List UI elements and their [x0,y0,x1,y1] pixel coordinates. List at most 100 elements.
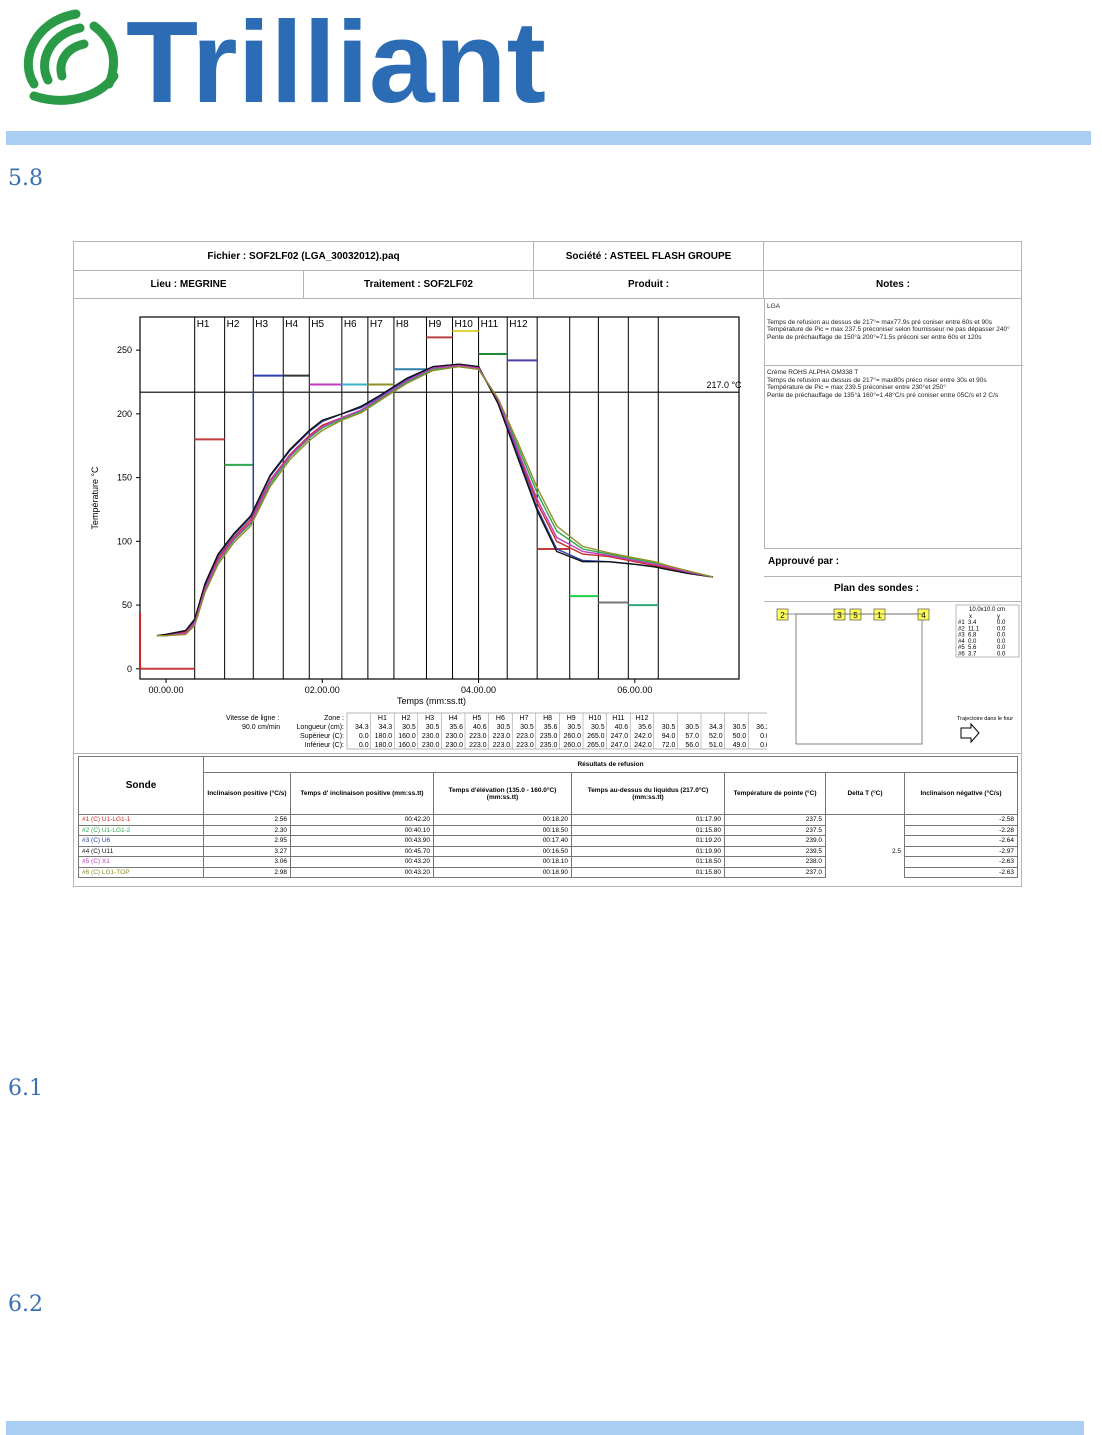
cell-tpos: 00:43.20 [290,866,434,878]
product-cell: Produit : [534,271,764,299]
zone-value: 230.0 [422,733,440,740]
cell-probe: #6 (C) LG1-TOP [78,866,204,878]
cell-neg: -2.58 [904,814,1018,826]
zone-value: 30.5 [402,724,416,731]
probe-y: 0.0 [997,626,1006,632]
zone-value: 223.0 [493,742,511,749]
cell-rise: 00:18.10 [433,856,572,868]
zone-name: H1 [378,715,387,722]
zone-value: 72.0 [662,742,676,749]
zone-settings-table: Vitesse de ligne : 90.0 cm/min Zone : Longu… [226,712,767,750]
probe-id: #4 [958,639,965,645]
cell-tpos: 00:42.20 [290,814,434,826]
probe-plan-divider [764,601,1022,602]
zone-value: 235.0 [540,733,558,740]
result-row: #5 (C) X1 3.06 00:43.20 00:18.10 01:18.50 238… [78,856,1018,868]
zone-name: H9 [567,715,576,722]
series-line-4 [156,363,714,637]
zone-value: 30.5 [426,724,440,731]
zone-label: H7 [370,319,383,330]
section-number-5-8: 5.8 [8,166,43,191]
col-above-liquidus: Temps au-dessus du liquidus (217.0°C) (m… [571,772,725,815]
temperature-profile-chart: H1 H2 H3 H4 H5 H6 H7 H8 H9 H10 H11 H12 0 50 100 150 200 2… [90,316,742,706]
zone-value: 49.0 [733,742,747,749]
cell-peak: 238.0 [724,856,826,868]
x-tick-label: 00.00.00 [149,685,184,695]
cell-rise: 00:18.90 [433,866,572,878]
probe-id: #3 [958,633,965,639]
zone-value: 51.0 [709,742,723,749]
col-rise-time: Temps d'élévation (135.0 - 160.0°C) (mm:… [433,772,572,815]
cell-delta [825,856,905,867]
probe-y: 0.0 [997,620,1006,626]
result-row: #1 (C) U1-LG1-1 2.56 00:42.20 00:18.20 01:17… [78,814,1018,826]
zone-value: 40.6 [615,724,629,731]
y-tick-label: 0 [127,664,132,674]
treatment-cell: Traitement : SOF2LF02 [304,271,534,299]
logo-mark-icon [23,9,119,105]
zone-name: H8 [543,715,552,722]
zone-name: H5 [472,715,481,722]
note-line: LGA [767,303,781,310]
place-cell: Lieu : MEGRINE [74,271,304,299]
y-tick-label: 150 [117,473,132,483]
cell-peak: 239.0 [724,835,826,847]
probe-id: #5 [958,645,965,651]
zone-value: 230.0 [422,742,440,749]
probe-x: 5.6 [968,645,977,651]
cell-delta [825,825,905,836]
cell-probe: #2 (C) U1-LG1-2 [78,824,204,836]
zone-label: H2 [227,319,240,330]
zone-value: 30.5 [591,724,605,731]
y-tick-label: 100 [117,536,132,546]
reflow-report: Fichier : SOF2LF02 (LGA_30032012).paq So… [73,241,1023,887]
cell-rise: 00:18.50 [433,824,572,836]
col-probe: Sonde [78,756,204,815]
zone-label: H11 [481,319,499,330]
zone-value: 223.0 [493,733,511,740]
zone-value: 50.0 [733,733,747,740]
zone-value: 0.0 [760,733,767,740]
cell-neg: -2.63 [904,856,1018,868]
logo-text: Trilliant [126,6,546,110]
zone-value: 265.0 [587,742,605,749]
results-divider [74,753,1022,754]
plot-area [139,316,740,680]
note-line: Pente de préchauffage de 150°à 200°=71.5… [767,333,982,341]
trilliant-logo: Trilliant [23,6,546,110]
y-axis-label: Température °C [90,466,100,530]
file-cell: Fichier : SOF2LF02 (LGA_30032012).paq [74,242,534,271]
cell-delta [825,867,905,878]
notes-cell: Notes : [764,271,1022,299]
y-tick-label: 200 [117,409,132,419]
note-line: Température de Pic = max 239.5 préconise… [767,384,946,391]
top-rule [6,131,1091,145]
zone-row-label: Longueur (cm): [297,724,345,731]
col-pos-slope-time: Temps d' inclinaison positive (mm:ss.tt) [290,772,434,815]
speed-value: 90.0 cm/min [242,724,280,731]
cell-tpos: 00:45.70 [290,845,434,857]
zone-value: 57.0 [685,733,699,740]
zone-value: 160.0 [398,733,416,740]
zone-value: 247.0 [611,742,629,749]
probe-box-label: 5 [853,611,858,620]
cell-rise: 00:17.40 [433,835,572,847]
zone-value: 223.0 [469,733,487,740]
bottom-rule [6,1421,1084,1435]
company-cell: Société : ASTEEL FLASH GROUPE [534,242,764,271]
zone-value: 30.5 [567,724,581,731]
series-line-6 [156,365,714,637]
zone-value: 223.0 [516,742,534,749]
cell-delta [825,814,905,825]
approved-divider [764,576,1022,577]
zone-value: 180.0 [375,742,393,749]
cell-tpos: 00:40.10 [290,824,434,836]
note-line: Température de Pic = max 237.5 préconise… [767,326,1010,333]
cell-pos: 2.56 [203,814,291,826]
zone-name: H10 [588,715,601,722]
zone-label: H8 [396,319,409,330]
x-tick-label: 02.00.00 [305,685,340,695]
zone-value: 230.0 [445,733,463,740]
probe-y: 0.0 [997,633,1006,639]
y-tick-label: 50 [122,600,132,610]
